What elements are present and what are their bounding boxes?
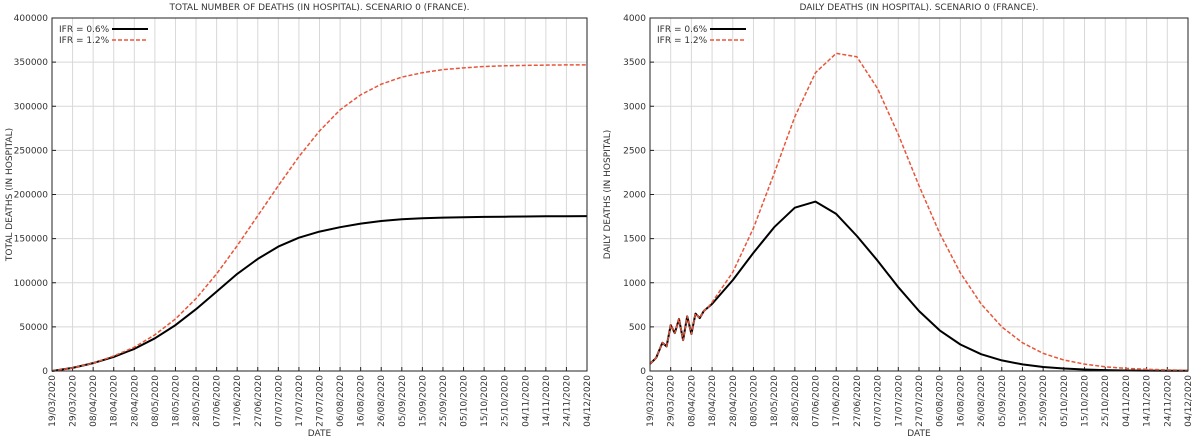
x-tick-label: 18/05/2020 <box>171 375 181 427</box>
x-tick-label: 15/10/2020 <box>480 375 490 427</box>
x-tick-label: 05/10/2020 <box>1060 375 1070 427</box>
x-tick-label: 05/09/2020 <box>998 375 1008 427</box>
x-tick-label: 07/07/2020 <box>874 375 884 427</box>
legend-label: IFR = 1.2% <box>59 36 110 46</box>
x-tick-label: 06/08/2020 <box>336 375 346 427</box>
x-tick-label: 18/04/2020 <box>110 375 120 427</box>
x-tick-label: 18/05/2020 <box>770 375 780 427</box>
chart-2: 0 500 1000 1500 2000 2500 3000 3500 4000 19/03/20… <box>603 3 1194 439</box>
x-axis-title: DATE <box>907 429 931 438</box>
x-tick-label: 06/08/2020 <box>936 375 946 427</box>
x-tick-label: 18/04/2020 <box>708 375 718 427</box>
x-tick-label: 29/03/2020 <box>69 375 79 427</box>
x-tick-label: 26/08/2020 <box>377 375 387 427</box>
x-tick-label: 08/05/2020 <box>151 375 161 427</box>
x-tick-label: 28/04/2020 <box>729 375 739 427</box>
x-tick-label: 04/12/2020 <box>583 375 593 427</box>
x-tick-label: 28/05/2020 <box>192 375 202 427</box>
x-tick-label: 24/11/2020 <box>1163 375 1173 427</box>
y-tick-label: 300000 <box>14 102 49 112</box>
x-tick-label: 04/11/2020 <box>521 375 531 427</box>
y-axis-title: TOTAL DEATHS (IN HOSPITAL) <box>5 128 15 262</box>
y-tick-label: 3500 <box>623 58 646 68</box>
x-tick-label: 27/06/2020 <box>853 375 863 427</box>
x-tick-label: 28/05/2020 <box>791 375 801 427</box>
x-tick-label: 08/04/2020 <box>687 375 697 427</box>
y-tick-label: 500 <box>629 323 646 333</box>
y-tick-label: 350000 <box>14 58 49 68</box>
y-tick-label: 2500 <box>623 146 646 156</box>
legend: IFR = 0.6%IFR = 1.2% <box>59 25 148 46</box>
series-line-2 <box>649 52 1189 372</box>
legend-label: IFR = 1.2% <box>657 36 708 46</box>
chart-1: 0 50000 100000 150000 200000 250000 300000 3500… <box>5 3 593 439</box>
y-tick-label: 3000 <box>623 102 646 112</box>
x-tick-label: 04/11/2020 <box>1122 375 1132 427</box>
x-tick-label: 07/07/2020 <box>274 375 284 427</box>
y-tick-label: 2000 <box>623 191 646 201</box>
x-tick-label: 14/11/2020 <box>1143 375 1153 427</box>
x-tick-label: 17/06/2020 <box>233 375 243 427</box>
x-tick-label: 05/10/2020 <box>460 375 470 427</box>
x-tick-label: 08/05/2020 <box>749 375 759 427</box>
legend-label: IFR = 0.6% <box>657 25 708 35</box>
plot-frame <box>649 17 1189 372</box>
x-tick-label: 29/03/2020 <box>667 375 677 427</box>
y-tick-label: 0 <box>640 367 646 377</box>
x-tick-label: 25/09/2020 <box>439 375 449 427</box>
x-tick-label: 27/06/2020 <box>254 375 264 427</box>
y-tick-label: 250000 <box>14 146 49 156</box>
x-tick-label: 17/06/2020 <box>832 375 842 427</box>
y-tick-label: 1000 <box>623 279 646 289</box>
legend-label: IFR = 0.6% <box>59 25 110 35</box>
x-tick-label: 17/07/2020 <box>295 375 305 427</box>
legend: IFR = 0.6%IFR = 1.2% <box>657 25 746 46</box>
x-tick-label: 05/09/2020 <box>398 375 408 427</box>
series-line-1 <box>51 215 588 372</box>
x-tick-label: 16/08/2020 <box>357 375 367 427</box>
x-tick-label: 08/04/2020 <box>89 375 99 427</box>
x-tick-label: 14/11/2020 <box>542 375 552 427</box>
x-tick-label: 19/03/2020 <box>48 375 58 427</box>
chart-title: TOTAL NUMBER OF DEATHS (IN HOSPITAL). SC… <box>169 3 470 13</box>
x-tick-label: 15/10/2020 <box>1081 375 1091 427</box>
x-tick-label: 26/08/2020 <box>977 375 987 427</box>
y-axis-title: DAILY DEATHS (IN HOSPITAL) <box>603 130 613 260</box>
y-tick-label: 200000 <box>14 191 49 201</box>
x-tick-label: 04/12/2020 <box>1184 375 1194 427</box>
y-tick-label: 150000 <box>14 235 49 245</box>
x-tick-label: 25/09/2020 <box>1039 375 1049 427</box>
y-tick-label: 0 <box>42 367 48 377</box>
x-tick-label: 17/07/2020 <box>894 375 904 427</box>
x-tick-label: 28/04/2020 <box>130 375 140 427</box>
y-tick-label: 50000 <box>19 323 48 333</box>
y-tick-label: 1500 <box>623 235 646 245</box>
series-line-2 <box>51 64 587 372</box>
x-tick-label: 24/11/2020 <box>562 375 572 427</box>
y-tick-label: 400000 <box>14 14 49 24</box>
x-tick-label: 16/08/2020 <box>956 375 966 427</box>
x-axis-title: DATE <box>308 429 332 438</box>
chart-title: DAILY DEATHS (IN HOSPITAL). SCENARIO 0 (… <box>799 3 1038 13</box>
x-tick-label: 27/07/2020 <box>316 375 326 427</box>
y-tick-label: 4000 <box>623 14 646 24</box>
x-tick-label: 15/09/2020 <box>1018 375 1028 427</box>
x-tick-label: 25/10/2020 <box>1101 375 1111 427</box>
x-tick-label: 25/10/2020 <box>501 375 511 427</box>
x-tick-label: 15/09/2020 <box>418 375 428 427</box>
plot-frame <box>51 17 588 372</box>
x-tick-label: 27/07/2020 <box>915 375 925 427</box>
x-tick-label: 19/03/2020 <box>646 375 656 427</box>
y-tick-label: 100000 <box>14 279 49 289</box>
x-tick-label: 07/06/2020 <box>812 375 822 427</box>
x-tick-label: 07/06/2020 <box>213 375 223 427</box>
